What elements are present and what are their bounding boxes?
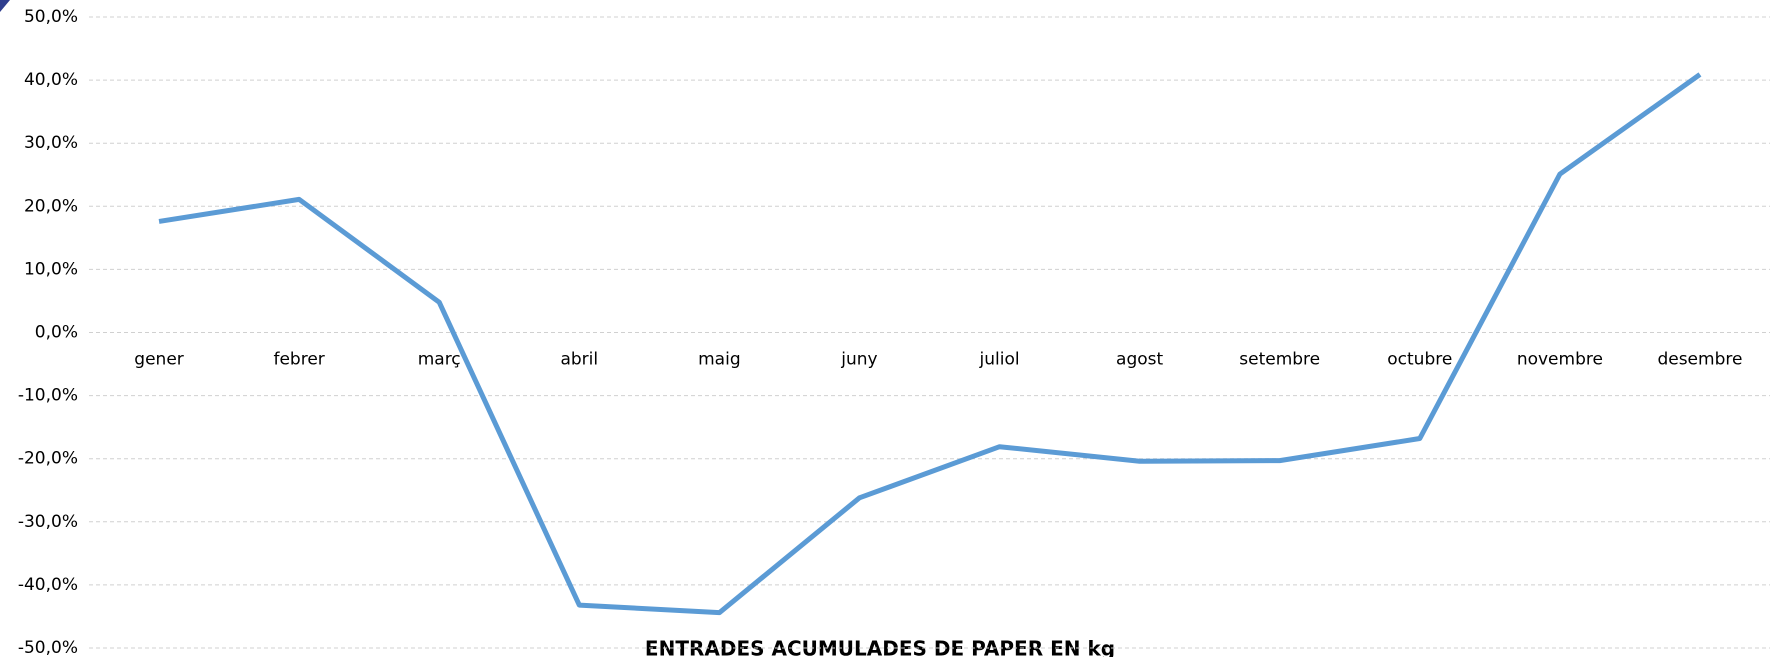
y-tick-label: -50,0% [18, 638, 78, 657]
x-tick-label: octubre [1387, 350, 1452, 370]
y-tick-label: 30,0% [24, 133, 78, 153]
x-tick-label: setembre [1239, 350, 1320, 370]
y-tick-label: -40,0% [18, 575, 78, 595]
x-tick-label: gener [134, 350, 183, 370]
x-tick-label: juliol [979, 350, 1020, 370]
y-tick-label: 20,0% [24, 196, 78, 216]
x-tick-label: agost [1116, 350, 1163, 370]
x-tick-label: desembre [1657, 350, 1742, 370]
x-tick-label: febrer [273, 350, 324, 370]
x-tick-label: març [418, 350, 461, 370]
chart-title: ENTRADES ACUMULADES DE PAPER EN kg [645, 637, 1115, 657]
x-tick-label: maig [698, 350, 741, 370]
y-tick-label: 10,0% [24, 259, 78, 279]
x-tick-label: juny [840, 350, 877, 370]
x-tick-label: abril [560, 350, 598, 370]
y-tick-label: -10,0% [18, 386, 78, 406]
corner-decoration [0, 0, 10, 12]
x-tick-label: novembre [1517, 350, 1603, 370]
y-tick-label: -30,0% [18, 512, 78, 532]
y-tick-label: -20,0% [18, 449, 78, 469]
y-tick-label: 40,0% [24, 70, 78, 90]
y-tick-label: 0,0% [35, 323, 78, 343]
y-tick-label: 50,0% [24, 7, 78, 27]
data-line [158, 72, 1702, 616]
